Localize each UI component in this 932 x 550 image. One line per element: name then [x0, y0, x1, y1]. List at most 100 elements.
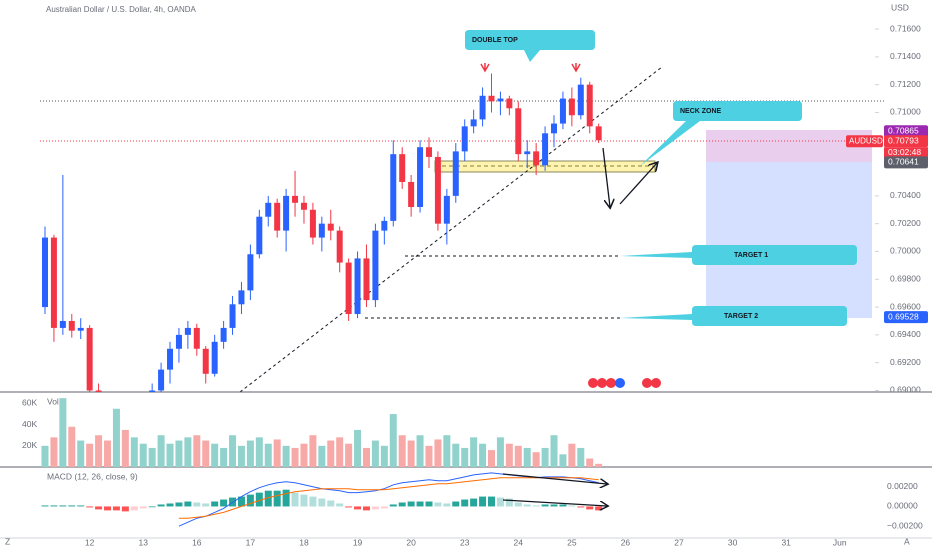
- volume-bar: [166, 443, 174, 467]
- candle-body: [577, 84, 584, 116]
- volume-bar: [398, 435, 406, 467]
- macd-histogram: [461, 499, 469, 507]
- macd-histogram: [336, 503, 344, 507]
- macd-histogram: [291, 492, 299, 507]
- candle-body: [283, 195, 290, 231]
- macd-histogram: [237, 496, 245, 507]
- volume-bar: [121, 429, 129, 467]
- candle-body: [345, 262, 352, 315]
- macd-histogram: [586, 506, 594, 510]
- macd-histogram: [112, 506, 120, 511]
- volume-bar: [77, 440, 85, 467]
- volume-bar: [229, 435, 237, 467]
- macd-label: MACD (12, 26, close, 9): [47, 471, 138, 481]
- candle-body: [86, 327, 93, 391]
- volume-bar: [264, 443, 272, 467]
- candle-body: [336, 230, 343, 263]
- candle-body: [238, 290, 245, 305]
- volume-bar: [148, 447, 156, 467]
- candles: [42, 73, 602, 425]
- candle-body: [59, 320, 66, 328]
- macd-histogram: [300, 494, 308, 507]
- macd-histogram: [246, 494, 254, 507]
- macd-histogram: [371, 506, 379, 510]
- currency: USD: [891, 2, 909, 12]
- macd-histogram: [41, 505, 49, 507]
- volume-bar: [362, 447, 370, 467]
- volume-bar: [407, 440, 415, 467]
- candle-body: [542, 133, 549, 166]
- macd-histogram: [425, 501, 433, 507]
- macd-histogram: [541, 504, 549, 507]
- price-tag-label: 0.70865: [888, 125, 919, 135]
- macd-histogram: [309, 496, 317, 507]
- macd-histogram: [470, 498, 478, 507]
- candle-body: [292, 195, 299, 203]
- y-tick-label: 0.69400: [890, 329, 921, 339]
- macd-histogram: [434, 502, 442, 507]
- candle-body: [434, 156, 441, 224]
- macd-histogram: [398, 502, 406, 507]
- volume-bar: [380, 445, 388, 467]
- top-marker: [571, 63, 581, 73]
- macd-histogram: [148, 506, 156, 508]
- volume-bar: [443, 435, 451, 467]
- macd-histogram: [95, 506, 103, 510]
- macd-histogram: [193, 502, 201, 507]
- countdown-label: 03:02:48: [888, 147, 921, 157]
- macd-histogram: [380, 506, 388, 509]
- volume-bar: [577, 447, 585, 467]
- volume-tick-label: 40K: [22, 419, 37, 429]
- candle-body: [300, 202, 307, 210]
- macd-histogram: [264, 490, 272, 507]
- macd-histogram: [104, 506, 112, 511]
- volume-bar: [505, 443, 513, 467]
- candle-body: [229, 304, 236, 328]
- volume-bar: [425, 445, 433, 467]
- x-tick-label: 12: [85, 537, 95, 547]
- macd-histogram: [505, 498, 513, 507]
- volume-bar: [452, 443, 460, 467]
- price-tag-label: 0.69528: [888, 311, 919, 321]
- volume-bar: [291, 447, 299, 467]
- macd-histogram: [559, 504, 567, 507]
- candle-body: [105, 418, 111, 425]
- volume-bar: [112, 408, 120, 467]
- callout-label: TARGET 2: [724, 313, 758, 320]
- candle-body: [256, 216, 263, 255]
- candle-body: [568, 98, 575, 116]
- candle-body: [524, 151, 531, 155]
- candle-body: [595, 126, 602, 141]
- macd-tick-label: 0.00200: [887, 481, 918, 491]
- symbol-tag: [846, 135, 883, 148]
- macd-histogram: [595, 506, 603, 511]
- volume-bar: [184, 437, 192, 467]
- volume-bar: [220, 447, 228, 467]
- volume-bar: [586, 458, 594, 467]
- y-tick-label: 0.69000: [890, 385, 921, 395]
- y-tick-label: 0.69800: [890, 274, 921, 284]
- y-tick-label: 0.71000: [890, 107, 921, 117]
- volume-tick-label: 20K: [22, 440, 37, 450]
- macd-histogram: [532, 505, 540, 507]
- y-tick-label: 0.71200: [890, 79, 921, 89]
- signal-line: [178, 477, 599, 519]
- macd-histogram: [407, 501, 415, 507]
- candle-body: [77, 327, 84, 331]
- macd-histogram: [568, 505, 576, 507]
- volume-bar: [559, 454, 567, 467]
- y-tick-label: 0.69600: [890, 301, 921, 311]
- candle-body: [506, 98, 513, 109]
- x-tick-label: 23: [460, 537, 470, 547]
- macd-histogram: [130, 506, 138, 511]
- volume-bar: [568, 443, 576, 467]
- volume-label: Vol: [47, 396, 59, 406]
- macd-histogram: [139, 506, 147, 509]
- candle-body: [354, 258, 361, 315]
- candle-body: [381, 220, 388, 231]
- candle-body: [425, 147, 432, 157]
- macd-histogram: [59, 505, 67, 507]
- y-tick-label: 0.71600: [890, 23, 921, 33]
- candle-body: [327, 223, 334, 231]
